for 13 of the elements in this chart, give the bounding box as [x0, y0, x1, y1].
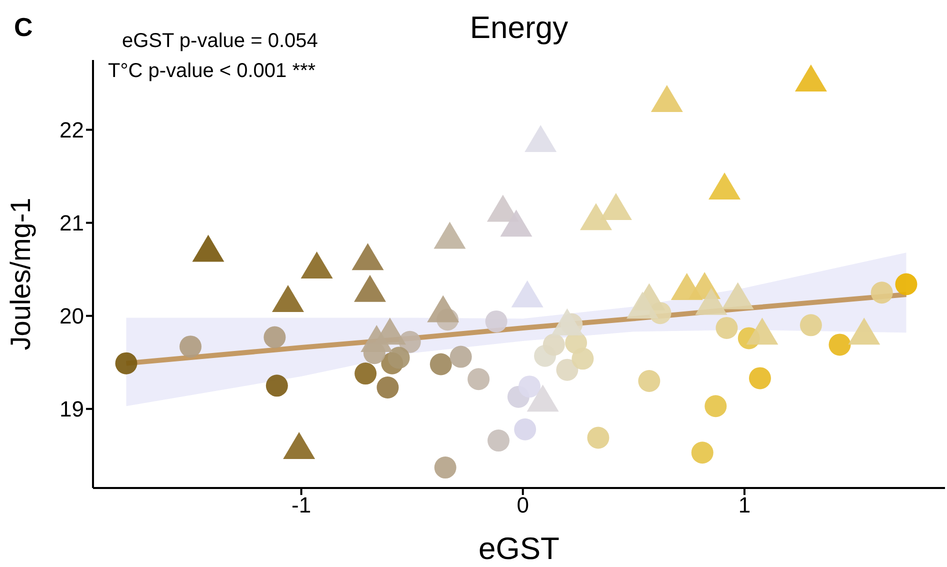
text: C — [14, 12, 33, 43]
text: eGST p-value = 0.054 — [122, 30, 318, 53]
y-tick-label: 22 — [60, 118, 84, 143]
y-tick-label: 20 — [60, 304, 84, 329]
chart-title: Energy — [470, 10, 568, 45]
x-tick-label: -1 — [292, 492, 312, 518]
x-axis-title: eGST — [478, 531, 560, 566]
y-axis-title: Joules/mg-1 — [4, 198, 36, 350]
y-tick-label: 21 — [60, 210, 84, 236]
y-tick-label: 19 — [60, 396, 84, 422]
x-tick-label: 0 — [516, 492, 530, 518]
annotation: T°C p-value < 0.001 *** — [108, 60, 316, 83]
x-tick-label: 1 — [738, 492, 751, 518]
